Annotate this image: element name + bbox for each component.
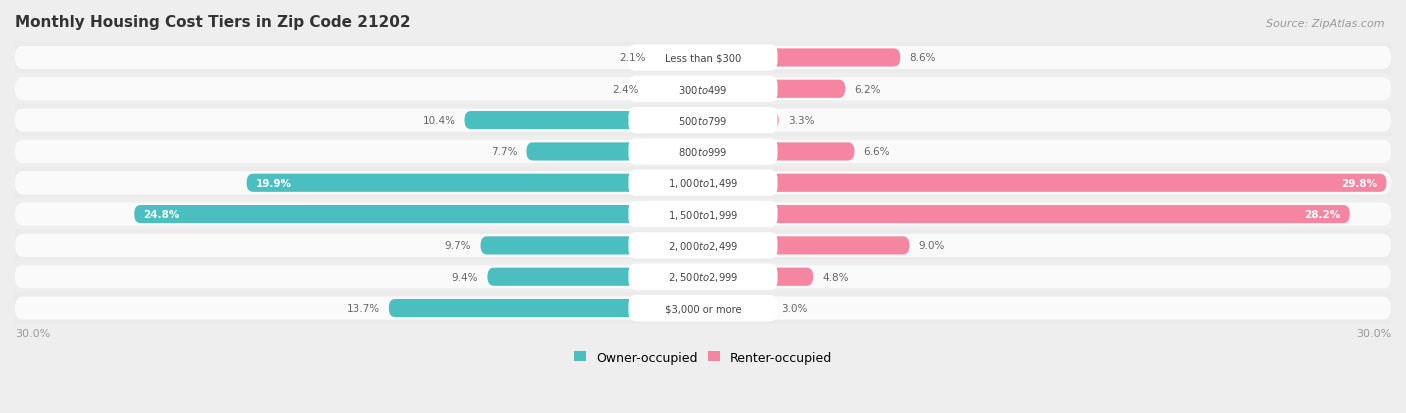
FancyBboxPatch shape <box>15 140 1391 164</box>
FancyBboxPatch shape <box>15 47 1391 70</box>
FancyBboxPatch shape <box>628 264 778 290</box>
Text: 30.0%: 30.0% <box>1355 328 1391 338</box>
Text: 9.7%: 9.7% <box>444 241 471 251</box>
Text: 10.4%: 10.4% <box>422 116 456 126</box>
Bar <box>0 105 1406 136</box>
Text: 2.1%: 2.1% <box>619 53 645 63</box>
Bar <box>0 136 1406 168</box>
FancyBboxPatch shape <box>15 203 1391 226</box>
FancyBboxPatch shape <box>703 237 910 255</box>
Bar <box>0 230 1406 261</box>
Text: 30.0%: 30.0% <box>15 328 51 338</box>
Text: $2,500 to $2,999: $2,500 to $2,999 <box>668 271 738 284</box>
FancyBboxPatch shape <box>134 206 703 223</box>
Text: Monthly Housing Cost Tiers in Zip Code 21202: Monthly Housing Cost Tiers in Zip Code 2… <box>15 15 411 30</box>
FancyBboxPatch shape <box>15 109 1391 133</box>
FancyBboxPatch shape <box>246 174 703 192</box>
FancyBboxPatch shape <box>648 81 703 99</box>
Bar <box>0 293 1406 324</box>
Text: 8.6%: 8.6% <box>910 53 936 63</box>
Text: 6.2%: 6.2% <box>855 85 882 95</box>
Text: 3.0%: 3.0% <box>780 303 807 313</box>
FancyBboxPatch shape <box>628 202 778 228</box>
FancyBboxPatch shape <box>464 112 703 130</box>
Text: $1,000 to $1,499: $1,000 to $1,499 <box>668 177 738 190</box>
FancyBboxPatch shape <box>488 268 703 286</box>
Bar <box>0 199 1406 230</box>
Text: 3.3%: 3.3% <box>787 116 814 126</box>
FancyBboxPatch shape <box>703 81 845 99</box>
Text: $1,500 to $1,999: $1,500 to $1,999 <box>668 208 738 221</box>
Text: 13.7%: 13.7% <box>346 303 380 313</box>
Text: Less than $300: Less than $300 <box>665 53 741 63</box>
Bar <box>0 168 1406 199</box>
FancyBboxPatch shape <box>703 49 900 67</box>
Bar <box>0 74 1406 105</box>
Text: 6.6%: 6.6% <box>863 147 890 157</box>
FancyBboxPatch shape <box>15 234 1391 257</box>
FancyBboxPatch shape <box>703 268 813 286</box>
FancyBboxPatch shape <box>481 237 703 255</box>
Text: 9.0%: 9.0% <box>918 241 945 251</box>
FancyBboxPatch shape <box>628 108 778 134</box>
FancyBboxPatch shape <box>628 76 778 103</box>
Text: 28.2%: 28.2% <box>1305 209 1340 220</box>
Text: $300 to $499: $300 to $499 <box>678 83 728 95</box>
FancyBboxPatch shape <box>15 78 1391 101</box>
FancyBboxPatch shape <box>628 139 778 165</box>
Text: 7.7%: 7.7% <box>491 147 517 157</box>
FancyBboxPatch shape <box>15 297 1391 320</box>
Text: 9.4%: 9.4% <box>451 272 478 282</box>
Text: 29.8%: 29.8% <box>1341 178 1378 188</box>
Text: 19.9%: 19.9% <box>256 178 292 188</box>
Bar <box>0 261 1406 293</box>
FancyBboxPatch shape <box>628 45 778 71</box>
Text: $3,000 or more: $3,000 or more <box>665 303 741 313</box>
FancyBboxPatch shape <box>655 49 703 67</box>
Text: $500 to $799: $500 to $799 <box>678 115 728 127</box>
Text: $2,000 to $2,499: $2,000 to $2,499 <box>668 239 738 252</box>
Text: Source: ZipAtlas.com: Source: ZipAtlas.com <box>1267 19 1385 28</box>
FancyBboxPatch shape <box>703 112 779 130</box>
FancyBboxPatch shape <box>703 143 855 161</box>
FancyBboxPatch shape <box>15 266 1391 289</box>
FancyBboxPatch shape <box>628 233 778 259</box>
FancyBboxPatch shape <box>628 170 778 197</box>
Text: 24.8%: 24.8% <box>143 209 180 220</box>
FancyBboxPatch shape <box>15 172 1391 195</box>
FancyBboxPatch shape <box>628 295 778 321</box>
Legend: Owner-occupied, Renter-occupied: Owner-occupied, Renter-occupied <box>568 346 838 369</box>
FancyBboxPatch shape <box>703 174 1386 192</box>
Text: 2.4%: 2.4% <box>612 85 638 95</box>
FancyBboxPatch shape <box>389 299 703 317</box>
FancyBboxPatch shape <box>703 299 772 317</box>
FancyBboxPatch shape <box>703 206 1350 223</box>
Bar <box>0 43 1406 74</box>
FancyBboxPatch shape <box>526 143 703 161</box>
Text: $800 to $999: $800 to $999 <box>678 146 728 158</box>
Text: 4.8%: 4.8% <box>823 272 849 282</box>
